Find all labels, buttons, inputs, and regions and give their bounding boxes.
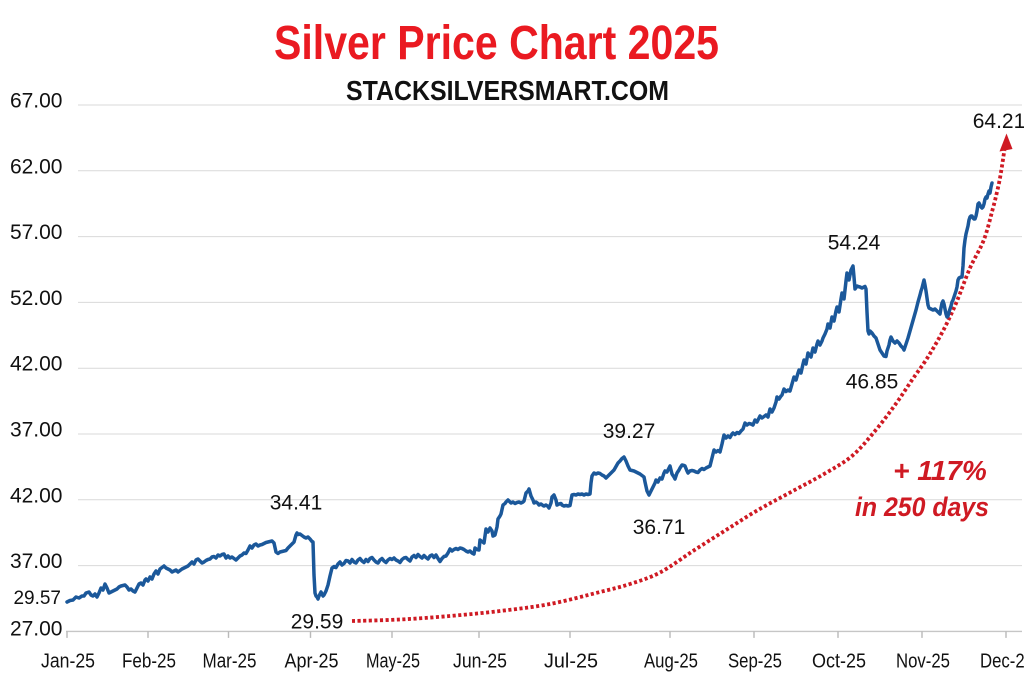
svg-text:37.00: 37.00 — [10, 419, 63, 442]
svg-text:Nov-25: Nov-25 — [896, 650, 950, 673]
svg-text:in 250 days: in 250 days — [855, 492, 989, 522]
svg-text:27.00: 27.00 — [10, 617, 63, 640]
svg-text:46.85: 46.85 — [846, 370, 899, 393]
svg-text:67.00: 67.00 — [10, 90, 63, 113]
svg-text:36.71: 36.71 — [633, 516, 686, 539]
svg-text:29.57: 29.57 — [13, 588, 61, 609]
svg-text:Silver Price Chart 2025: Silver Price Chart 2025 — [274, 17, 719, 70]
svg-text:Mar-25: Mar-25 — [203, 650, 257, 673]
svg-text:Dec-25: Dec-25 — [980, 650, 1024, 673]
svg-text:Jun-25: Jun-25 — [453, 650, 507, 673]
svg-text:Jan-25: Jan-25 — [41, 650, 95, 673]
svg-text:Sep-25: Sep-25 — [728, 650, 782, 673]
svg-text:52.00: 52.00 — [10, 287, 63, 310]
svg-text:May-25: May-25 — [366, 650, 420, 673]
svg-text:+ 117%: + 117% — [893, 455, 987, 486]
svg-text:64.21: 64.21 — [973, 110, 1024, 133]
svg-text:Aug-25: Aug-25 — [644, 650, 698, 673]
svg-text:42.00: 42.00 — [10, 484, 63, 507]
svg-text:57.00: 57.00 — [10, 221, 63, 244]
svg-text:Jul-25: Jul-25 — [544, 650, 598, 673]
svg-text:39.27: 39.27 — [603, 420, 656, 443]
svg-text:42.00: 42.00 — [10, 353, 63, 376]
svg-text:37.00: 37.00 — [10, 550, 63, 573]
svg-text:62.00: 62.00 — [10, 155, 63, 178]
svg-text:STACKSILVERSMART.COM: STACKSILVERSMART.COM — [346, 75, 669, 106]
svg-text:29.59: 29.59 — [291, 610, 344, 633]
svg-text:Oct-25: Oct-25 — [812, 650, 866, 673]
svg-text:Apr-25: Apr-25 — [285, 650, 339, 673]
svg-text:34.41: 34.41 — [270, 491, 323, 514]
svg-text:Feb-25: Feb-25 — [122, 650, 176, 673]
svg-text:54.24: 54.24 — [828, 231, 881, 254]
